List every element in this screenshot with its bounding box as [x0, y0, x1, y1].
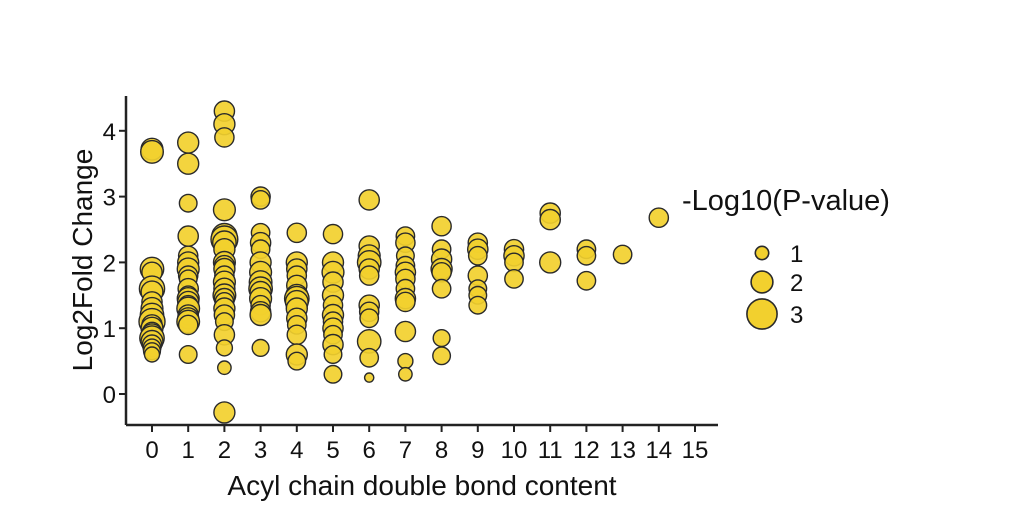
data-point — [397, 352, 414, 370]
data-point — [177, 225, 199, 247]
data-point — [576, 245, 597, 266]
data-point — [359, 308, 380, 329]
data-point — [178, 345, 198, 365]
legend-entry-label: 2 — [790, 270, 803, 297]
x-tick-label: 15 — [682, 437, 709, 464]
legend-key-circle — [754, 245, 770, 261]
data-point — [213, 401, 236, 424]
data-point — [576, 270, 597, 291]
data-point — [214, 127, 235, 148]
data-point — [358, 265, 380, 286]
data-point — [177, 314, 199, 336]
data-point — [212, 198, 236, 222]
data-point — [539, 251, 562, 274]
data-point — [216, 360, 232, 376]
data-point — [178, 193, 198, 213]
data-point — [250, 189, 271, 210]
x-tick-label: 10 — [501, 437, 528, 464]
data-point — [539, 208, 562, 231]
legend-key-circle — [750, 270, 774, 294]
data-point — [359, 347, 380, 368]
data-point — [287, 351, 307, 371]
data-point — [397, 366, 413, 382]
data-point — [143, 346, 161, 363]
y-tick-label: 1 — [103, 316, 116, 343]
data-point — [322, 223, 344, 245]
x-tick-label: 9 — [471, 437, 484, 464]
x-axis-title: Acyl chain double bond content — [227, 470, 616, 501]
x-tick-label: 0 — [145, 437, 158, 464]
data-point — [467, 245, 488, 266]
legend: -Log10(P-value) 12 3 — [682, 185, 890, 330]
legend-entry-label: 1 — [790, 241, 803, 268]
legend-entry-label: 3 — [790, 302, 803, 329]
data-point — [431, 215, 452, 237]
x-tick-label: 7 — [399, 437, 412, 464]
x-tick-label: 3 — [254, 437, 267, 464]
y-tick-label: 0 — [103, 382, 116, 409]
data-point — [176, 152, 200, 175]
data-point — [468, 295, 488, 315]
x-tick-label: 1 — [182, 437, 195, 464]
y-tick-label: 3 — [103, 185, 116, 212]
y-tick-label: 2 — [103, 250, 116, 277]
data-point — [323, 364, 343, 384]
points-layer — [138, 100, 670, 424]
x-tick-label: 4 — [290, 437, 303, 464]
x-tick-label: 5 — [326, 437, 339, 464]
x-tick-label: 2 — [218, 437, 231, 464]
data-point — [215, 339, 234, 357]
data-point — [648, 207, 670, 228]
data-point — [612, 244, 633, 265]
data-point — [363, 372, 375, 383]
x-tick-label: 6 — [363, 437, 376, 464]
data-point — [394, 320, 417, 343]
x-tick-label: 12 — [573, 437, 600, 464]
x-tick-label: 11 — [538, 437, 563, 464]
data-point — [323, 345, 343, 365]
data-point — [432, 346, 452, 366]
data-point — [251, 338, 270, 357]
y-axis-title: Log2Fold Change — [67, 149, 98, 372]
data-point — [358, 189, 381, 211]
data-point — [139, 139, 164, 164]
data-point — [431, 278, 452, 299]
data-point — [395, 291, 416, 313]
x-tick-label: 8 — [435, 437, 448, 464]
data-point — [249, 303, 272, 327]
legend-key-circle — [746, 298, 778, 330]
y-tick-label: 4 — [103, 119, 116, 146]
data-point — [432, 329, 451, 348]
data-point — [176, 131, 200, 154]
data-point — [286, 324, 308, 346]
x-tick-label: 14 — [645, 437, 672, 464]
legend-title: -Log10(P-value) — [682, 185, 890, 217]
x-tick-label: 13 — [609, 437, 636, 464]
data-point — [504, 268, 524, 289]
data-point — [504, 252, 524, 273]
data-point — [286, 222, 308, 244]
